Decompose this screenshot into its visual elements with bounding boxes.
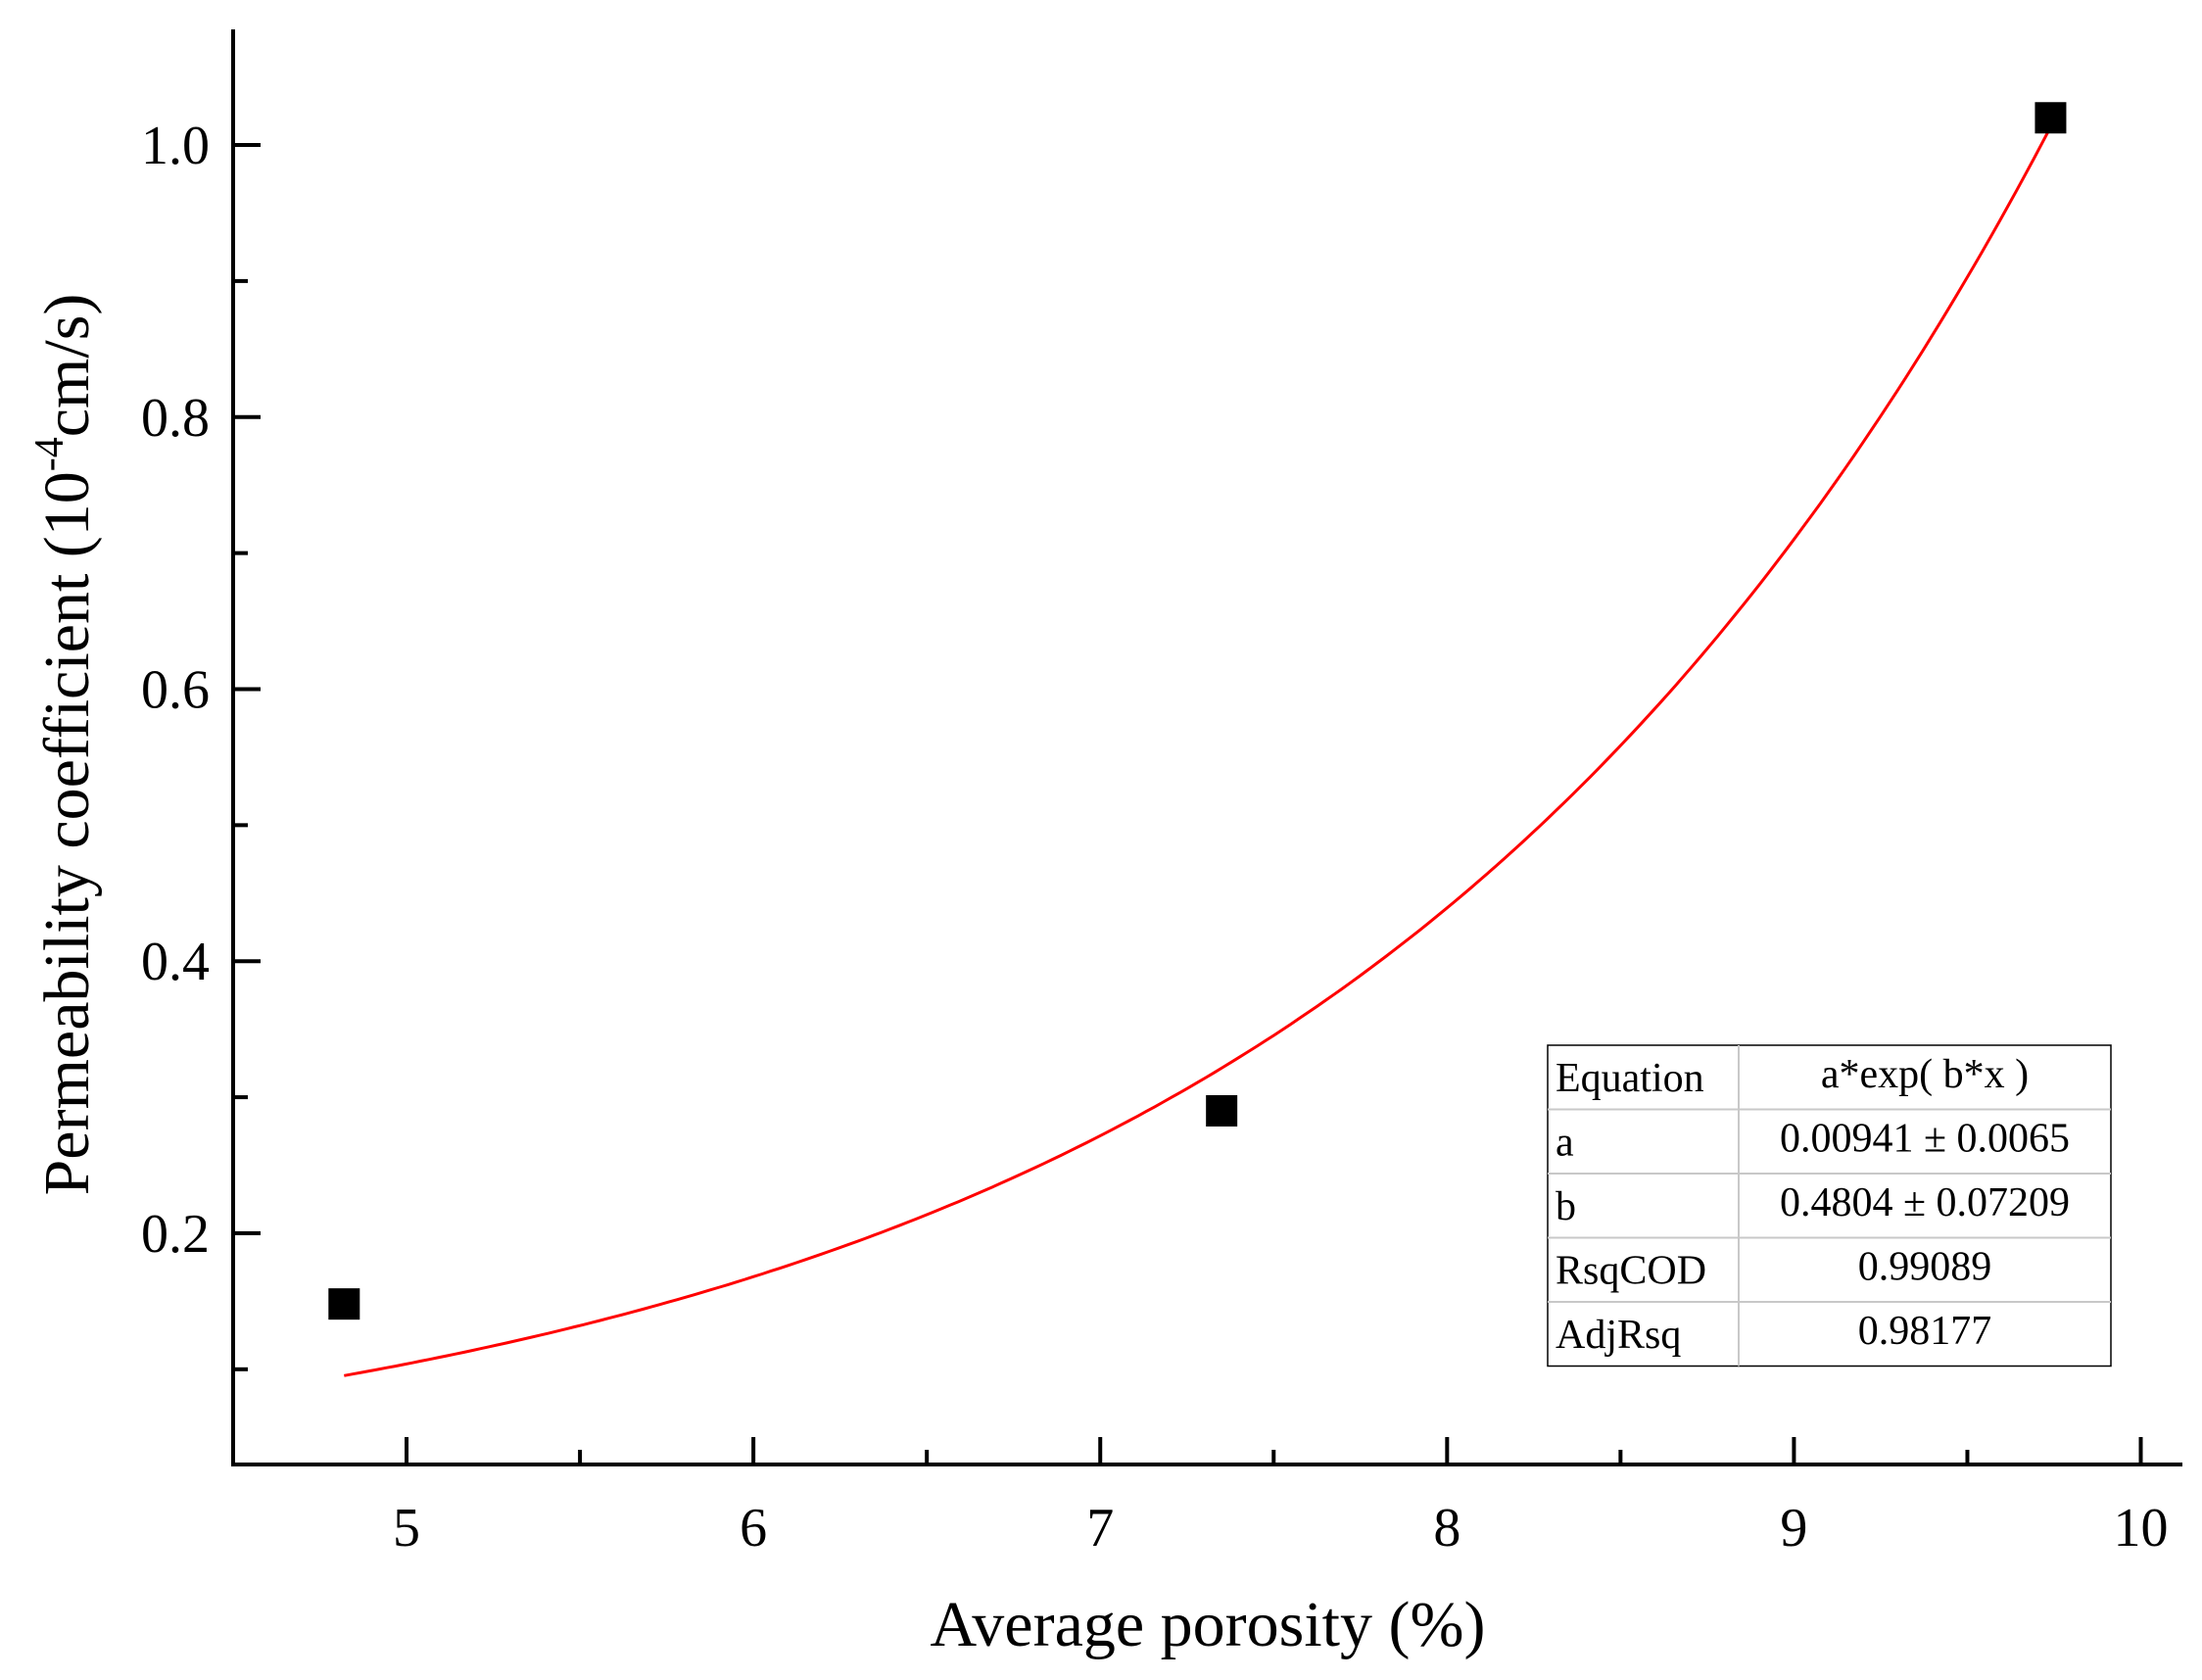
y-axis-label-superscript: -4 xyxy=(27,437,72,471)
fit-table-key: RsqCOD xyxy=(1556,1249,1706,1294)
fit-table-value: 0.00941 ± 0.0065 xyxy=(1780,1117,2070,1162)
y-axis-label: Permeability coefficient (10-4cm/s) xyxy=(27,294,103,1196)
data-point xyxy=(328,1288,360,1320)
data-points-group xyxy=(328,102,2067,1320)
fit-table-value: a*exp( b*x ) xyxy=(1821,1052,2029,1097)
fit-table-key: AdjRsq xyxy=(1556,1313,1681,1358)
data-point xyxy=(2034,102,2067,134)
x-tick-label: 7 xyxy=(1086,1498,1114,1559)
fit-table-frame xyxy=(1547,1044,2112,1368)
y-axis-label-suffix: cm/s) xyxy=(31,294,103,438)
x-tick-label: 6 xyxy=(740,1498,767,1559)
y-tick-label: 0.2 xyxy=(141,1204,210,1265)
fit-curve xyxy=(344,126,2052,1377)
data-point xyxy=(1206,1094,1238,1127)
y-axis-label-prefix: Permeability coefficient (10 xyxy=(31,471,103,1195)
x-tick-label: 9 xyxy=(1780,1498,1807,1559)
y-tick-label: 1.0 xyxy=(141,116,210,176)
fit-table-value: 0.99089 xyxy=(1858,1245,1992,1290)
fit-curve-group xyxy=(344,126,2052,1377)
fit-table-value: 0.98177 xyxy=(1858,1309,1992,1354)
fit-table-key: b xyxy=(1556,1184,1576,1229)
x-axis-label: Average porosity (%) xyxy=(931,1589,1486,1660)
y-tick-label: 0.8 xyxy=(141,388,210,449)
y-tick-label: 0.6 xyxy=(141,659,210,720)
fit-table-value: 0.4804 ± 0.07209 xyxy=(1780,1180,2070,1225)
x-tick-label: 8 xyxy=(1433,1498,1460,1559)
fit-results-table: Equation a*exp( b*x ) a 0.00941 ± 0.0065 b 0.… xyxy=(1547,1044,2112,1368)
x-tick-label: 5 xyxy=(393,1498,420,1559)
fit-table-key: Equation xyxy=(1556,1056,1704,1101)
fit-table-key: a xyxy=(1556,1121,1574,1166)
x-tick-label: 10 xyxy=(2114,1498,2169,1559)
axes: 5 6 7 8 9 10 0.2 0.4 0.6 0.8 1.0 xyxy=(141,29,2182,1559)
y-tick-label: 0.4 xyxy=(141,932,210,992)
